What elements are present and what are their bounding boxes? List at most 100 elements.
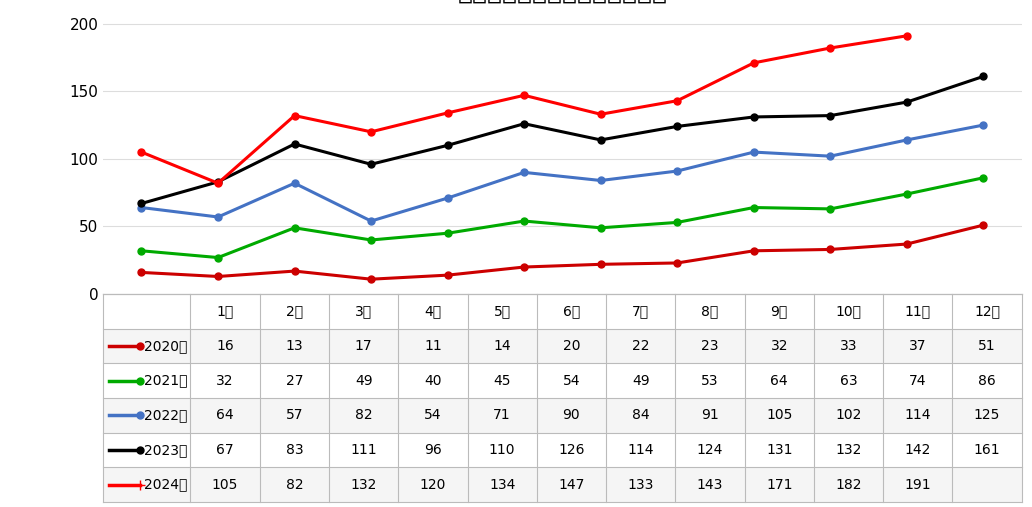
Text: 64: 64: [771, 374, 788, 388]
2020年: [747, 248, 760, 254]
2021年: [901, 191, 913, 197]
2024年: [747, 60, 760, 66]
2024年: [212, 180, 224, 186]
Text: 9月: 9月: [771, 304, 787, 318]
Text: 147: 147: [558, 478, 584, 492]
Text: 105: 105: [766, 408, 793, 422]
Text: 74: 74: [909, 374, 927, 388]
2023年: [518, 121, 530, 127]
2021年: [518, 218, 530, 224]
Text: 134: 134: [489, 478, 515, 492]
2023年: [671, 123, 683, 129]
Text: 132: 132: [835, 443, 862, 457]
2022年: [135, 204, 148, 210]
Text: 17: 17: [355, 339, 373, 353]
Text: 126: 126: [558, 443, 585, 457]
2022年: [288, 180, 300, 186]
Text: 82: 82: [286, 478, 303, 492]
Text: 86: 86: [978, 374, 996, 388]
Text: 133: 133: [627, 478, 654, 492]
Text: 120: 120: [420, 478, 446, 492]
2021年: [671, 220, 683, 226]
2020年: [518, 264, 530, 270]
2020年: [212, 273, 224, 279]
Text: 2020年: 2020年: [144, 339, 188, 353]
Text: 53: 53: [701, 374, 718, 388]
Line: 2023年: 2023年: [138, 73, 987, 207]
Text: 32: 32: [771, 339, 788, 353]
2021年: [135, 248, 148, 254]
Text: 84: 84: [632, 408, 649, 422]
Text: 3月: 3月: [355, 304, 373, 318]
2021年: [288, 225, 300, 231]
2024年: [825, 45, 837, 51]
Text: 131: 131: [766, 443, 793, 457]
2022年: [442, 195, 454, 201]
2022年: [594, 177, 607, 184]
Text: 8月: 8月: [702, 304, 718, 318]
Text: 37: 37: [909, 339, 927, 353]
Text: 5月: 5月: [493, 304, 511, 318]
Text: 33: 33: [840, 339, 858, 353]
2021年: [825, 206, 837, 212]
2020年: [288, 268, 300, 274]
Text: 2023年: 2023年: [144, 443, 188, 457]
2023年: [135, 200, 148, 206]
2022年: [825, 153, 837, 159]
2024年: [135, 149, 148, 155]
2024年: [594, 111, 607, 117]
2022年: [901, 137, 913, 143]
Text: 23: 23: [701, 339, 718, 353]
2024年: [288, 113, 300, 119]
Line: 2024年: 2024年: [138, 32, 910, 187]
2021年: [594, 225, 607, 231]
Text: 2021年: 2021年: [144, 374, 188, 388]
Text: 182: 182: [835, 478, 862, 492]
Text: 13: 13: [286, 339, 303, 353]
Text: 49: 49: [355, 374, 373, 388]
Text: 143: 143: [697, 478, 723, 492]
Text: 16: 16: [217, 339, 234, 353]
2023年: [442, 142, 454, 149]
Text: 67: 67: [217, 443, 234, 457]
2021年: [747, 204, 760, 210]
2024年: [901, 33, 913, 39]
Text: 27: 27: [286, 374, 303, 388]
Text: 2024年: 2024年: [144, 478, 188, 492]
Text: 54: 54: [424, 408, 442, 422]
Text: 10月: 10月: [836, 304, 862, 318]
2021年: [212, 255, 224, 261]
Text: 32: 32: [217, 374, 234, 388]
2020年: [594, 261, 607, 267]
Text: 2月: 2月: [286, 304, 303, 318]
Text: 142: 142: [905, 443, 931, 457]
Text: 1月: 1月: [217, 304, 233, 318]
2023年: [901, 99, 913, 105]
2024年: [365, 129, 378, 135]
Line: 2021年: 2021年: [138, 174, 987, 261]
Text: 63: 63: [840, 374, 858, 388]
Text: 40: 40: [424, 374, 442, 388]
Text: 91: 91: [701, 408, 719, 422]
2020年: [365, 276, 378, 282]
2020年: [825, 246, 837, 252]
Text: 2022年: 2022年: [144, 408, 188, 422]
Text: 82: 82: [355, 408, 373, 422]
2023年: [594, 137, 607, 143]
2022年: [518, 169, 530, 175]
Text: 96: 96: [424, 443, 442, 457]
2024年: [671, 98, 683, 104]
2024年: [518, 92, 530, 98]
2020年: [671, 260, 683, 266]
2023年: [212, 179, 224, 185]
2020年: [135, 269, 148, 275]
Text: 83: 83: [286, 443, 303, 457]
2024年: [442, 110, 454, 116]
Text: 20: 20: [562, 339, 580, 353]
Text: 132: 132: [351, 478, 377, 492]
Line: 2020年: 2020年: [138, 222, 987, 283]
Text: 110: 110: [489, 443, 515, 457]
Text: 111: 111: [350, 443, 377, 457]
2020年: [442, 272, 454, 278]
Line: 2022年: 2022年: [138, 122, 987, 225]
